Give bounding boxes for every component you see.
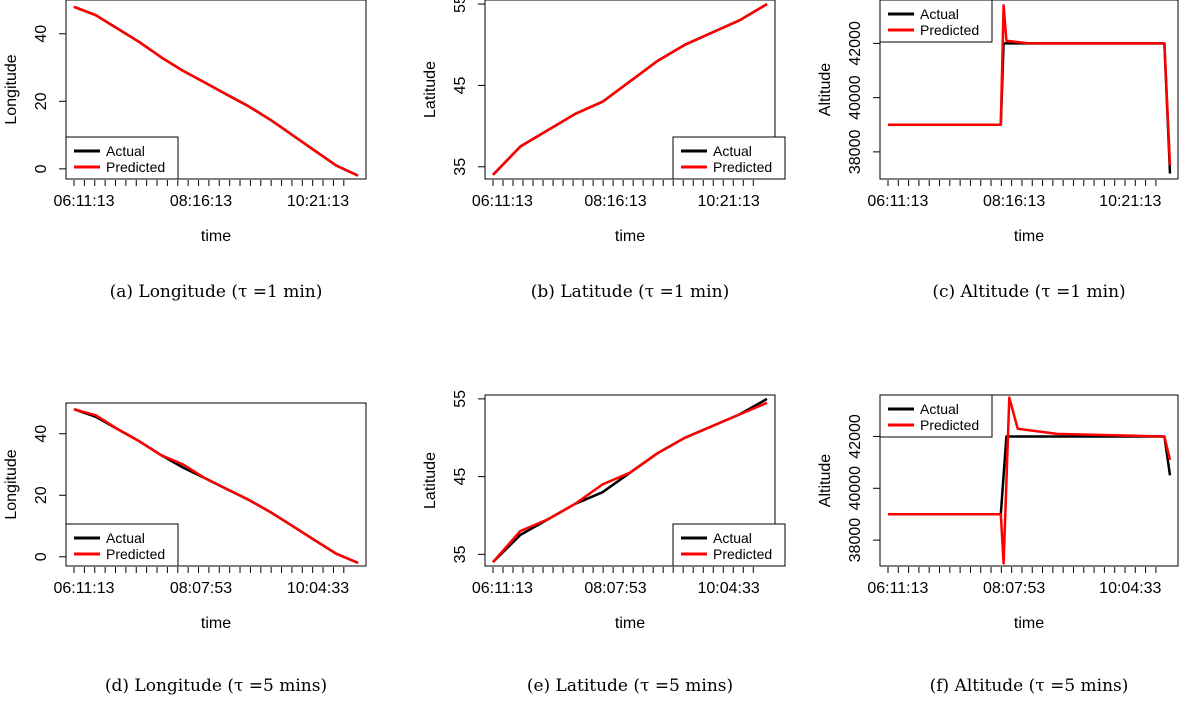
panel-6-series-line	[888, 396, 1172, 565]
panel-4-y-axis-label: Longitude	[3, 449, 20, 519]
panel-1-y-tick-label: 20	[33, 92, 50, 110]
panel-4-y-tick-label: 0	[33, 552, 50, 561]
panel-4-y-tick-label: 40	[33, 425, 50, 443]
panel-6-x-tick-label: 08:07:53	[983, 580, 1045, 597]
panel-5-plot-frame	[484, 394, 776, 567]
panel-5-series-line	[492, 401, 768, 563]
panel-1-y-tick-label: 0	[33, 164, 50, 173]
panel-3-legend	[879, 0, 993, 43]
panel-5-caption: (e) Latitude (τ =5 mins)	[527, 676, 733, 696]
panel-1-caption: (a) Longitude (τ =1 min)	[110, 282, 323, 302]
panel-2-x-axis-label: time	[615, 228, 645, 245]
panel-2-x-tick-label: 08:16:13	[584, 193, 646, 210]
panel-3-y-tick-label: 42000	[847, 21, 864, 66]
panel-4-x-tick-label: 06:11:13	[53, 580, 114, 597]
panel-5-y-tick-label: 35	[452, 545, 469, 563]
panel-3-x-tick-label: 10:21:13	[1099, 193, 1161, 210]
panel-1-x-axis-label: time	[201, 228, 231, 245]
panel-6-x-tick-label: 10:04:33	[1099, 580, 1161, 597]
panel-2-x-tick-label: 10:21:13	[697, 193, 759, 210]
panel-2-caption: (b) Latitude (τ =1 min)	[531, 282, 729, 302]
panel-6-y-tick-label: 42000	[847, 414, 864, 459]
panel-5-x-tick-label: 06:11:13	[472, 580, 533, 597]
panel-5-y-axis-label: Latitude	[422, 452, 439, 509]
panel-3-plot-frame	[879, 0, 1179, 180]
panel-6-legend	[879, 394, 993, 438]
panel-4-plot-frame	[65, 402, 367, 567]
panel-1-x-tick-label: 06:11:13	[53, 193, 114, 210]
panel-3-legend-label: Actual	[920, 6, 959, 22]
panel-2-legend	[672, 136, 786, 180]
panel-4-series-line	[73, 407, 359, 565]
panel-5-legend-label: Actual	[713, 530, 752, 546]
panel-6-series-line	[888, 435, 1172, 516]
panel-3-x-tick-label: 08:16:13	[983, 193, 1045, 210]
panel-4-x-axis-label: time	[201, 615, 231, 632]
panel-1-series-line	[73, 5, 359, 177]
panel-2-legend-label: Actual	[713, 143, 752, 159]
panel-4-legend	[65, 523, 179, 567]
panel-3-y-tick-label: 40000	[847, 75, 864, 120]
panel-5-x-tick-label: 10:04:33	[697, 580, 759, 597]
panel-1-y-axis-label: Longitude	[3, 54, 20, 124]
panel-2-x-tick-label: 06:11:13	[472, 193, 533, 210]
panel-6-caption: (f) Altitude (τ =5 mins)	[930, 676, 1129, 696]
panel-6-legend-label: Actual	[920, 401, 959, 417]
panel-3-legend-label: Predicted	[920, 22, 979, 38]
panel-2-legend-label: Predicted	[713, 159, 772, 175]
panel-6-plot-frame	[879, 394, 1179, 567]
panel-2-y-tick-label: 55	[452, 0, 469, 13]
panel-3-y-tick-label: 38000	[847, 130, 864, 175]
panel-6-x-axis-label: time	[1014, 615, 1044, 632]
panel-5-x-axis-label: time	[615, 615, 645, 632]
panel-1-legend-label: Predicted	[106, 159, 165, 175]
panel-3-series-line	[888, 42, 1172, 174]
panel-1-x-tick-label: 10:21:13	[287, 193, 349, 210]
panel-5-y-tick-label: 45	[452, 468, 469, 486]
panel-3-y-axis-label: Altitude	[817, 63, 834, 116]
panel-4-x-tick-label: 10:04:33	[287, 580, 349, 597]
panel-4-x-tick-label: 08:07:53	[170, 580, 232, 597]
panel-3-x-axis-label: time	[1014, 228, 1044, 245]
panel-5-legend-label: Predicted	[713, 546, 772, 562]
panel-3-caption: (c) Altitude (τ =1 min)	[932, 282, 1125, 302]
panel-2-y-axis-label: Latitude	[422, 61, 439, 118]
panel-4-caption: (d) Longitude (τ =5 mins)	[105, 676, 327, 696]
panel-6-y-tick-label: 38000	[847, 518, 864, 563]
panel-3-series-line	[888, 4, 1172, 166]
panel-5-legend	[672, 523, 786, 567]
panel-3-x-tick-label: 06:11:13	[867, 193, 928, 210]
panel-6-y-tick-label: 40000	[847, 466, 864, 511]
panel-1-x-tick-label: 08:16:13	[170, 193, 232, 210]
panel-4-legend-label: Predicted	[106, 546, 165, 562]
panel-5-x-tick-label: 08:07:53	[584, 580, 646, 597]
panel-6-legend-label: Predicted	[920, 417, 979, 433]
panel-2-plot-frame	[484, 0, 776, 180]
panel-2-y-tick-label: 45	[452, 76, 469, 94]
panel-6-y-axis-label: Altitude	[817, 454, 834, 507]
panel-2-y-tick-label: 35	[452, 158, 469, 176]
panel-1-plot-frame	[65, 0, 367, 180]
panel-4-legend-label: Actual	[106, 530, 145, 546]
panel-4-y-tick-label: 20	[33, 486, 50, 504]
panel-6-x-tick-label: 06:11:13	[867, 580, 928, 597]
panel-1-legend	[65, 136, 179, 180]
panel-2-series-line	[492, 3, 768, 176]
panel-5-y-tick-label: 55	[452, 390, 469, 408]
panel-1-y-tick-label: 40	[33, 25, 50, 43]
panel-1-legend-label: Actual	[106, 143, 145, 159]
